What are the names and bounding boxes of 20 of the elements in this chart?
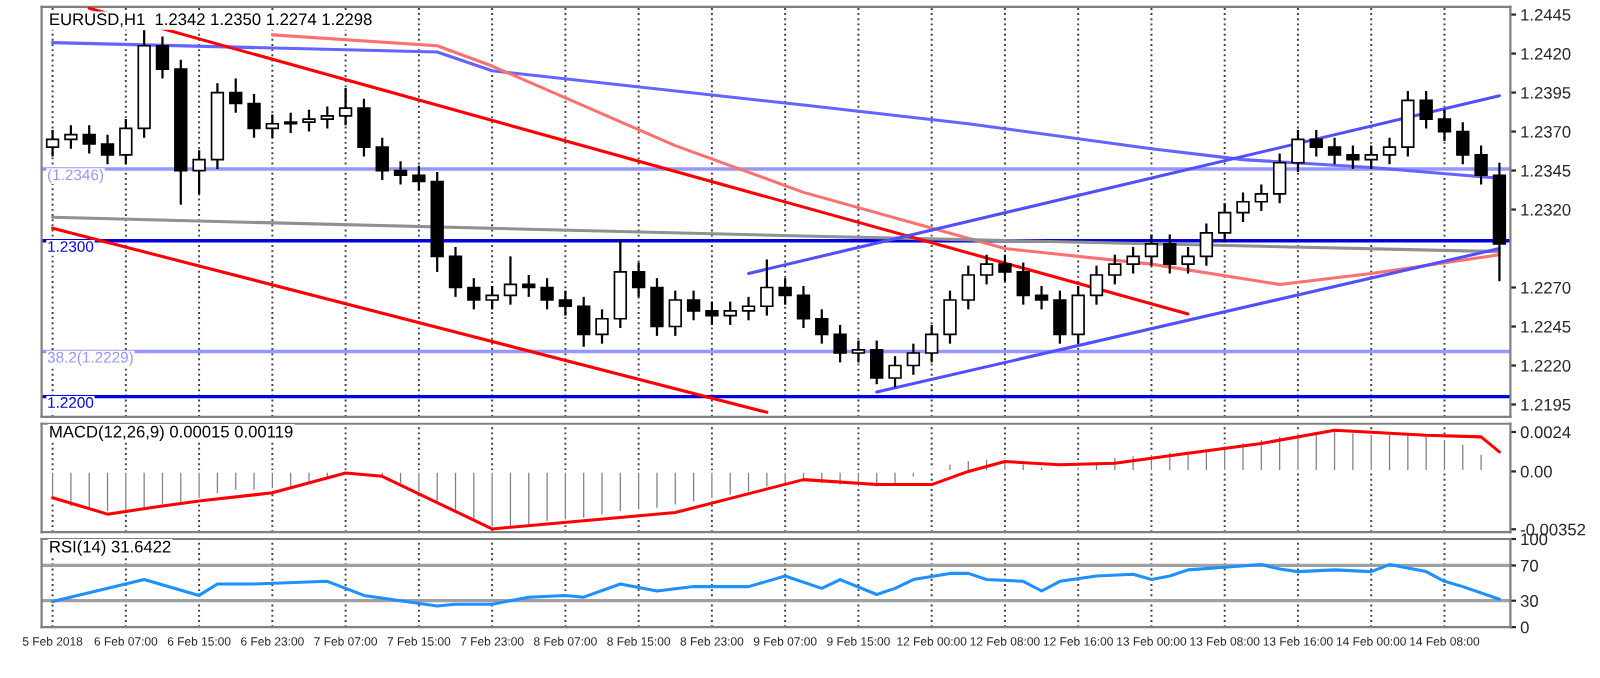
y-tick-label: 1.2345 bbox=[1521, 164, 1571, 177]
y-tick-label: 1.2320 bbox=[1521, 203, 1571, 216]
y-tick-label: -0.00352 bbox=[1520, 523, 1586, 536]
y-tick-label: 1.2245 bbox=[1521, 320, 1571, 333]
y-tick-label: 0 bbox=[1520, 621, 1529, 634]
y-tick-label: 0.0024 bbox=[1520, 426, 1571, 439]
chart-title: MACD(12,26,9) 0.00015 0.00119 bbox=[50, 425, 293, 441]
y-tick-label: 0.00 bbox=[1520, 465, 1552, 478]
y-tick-label: 1.2220 bbox=[1521, 359, 1571, 372]
y-tick-label: 30 bbox=[1520, 595, 1539, 607]
y-tick-label: 1.2195 bbox=[1521, 398, 1571, 411]
y-tick-label: 1.2395 bbox=[1521, 86, 1571, 99]
y-tick-label: 1.2445 bbox=[1521, 8, 1571, 21]
y-tick-label: 70 bbox=[1520, 559, 1539, 572]
chart-title: EURUSD,H1 1.2342 1.2350 1.2274 1.2298 bbox=[50, 13, 372, 28]
y-tick-label: 1.2420 bbox=[1521, 47, 1571, 60]
y-tick-label: 1.2270 bbox=[1521, 281, 1571, 294]
chart-title: RSI(14) 31.6422 bbox=[50, 540, 171, 556]
y-tick-label: 100 bbox=[1521, 533, 1548, 546]
y-tick-label: 1.2370 bbox=[1521, 125, 1571, 138]
